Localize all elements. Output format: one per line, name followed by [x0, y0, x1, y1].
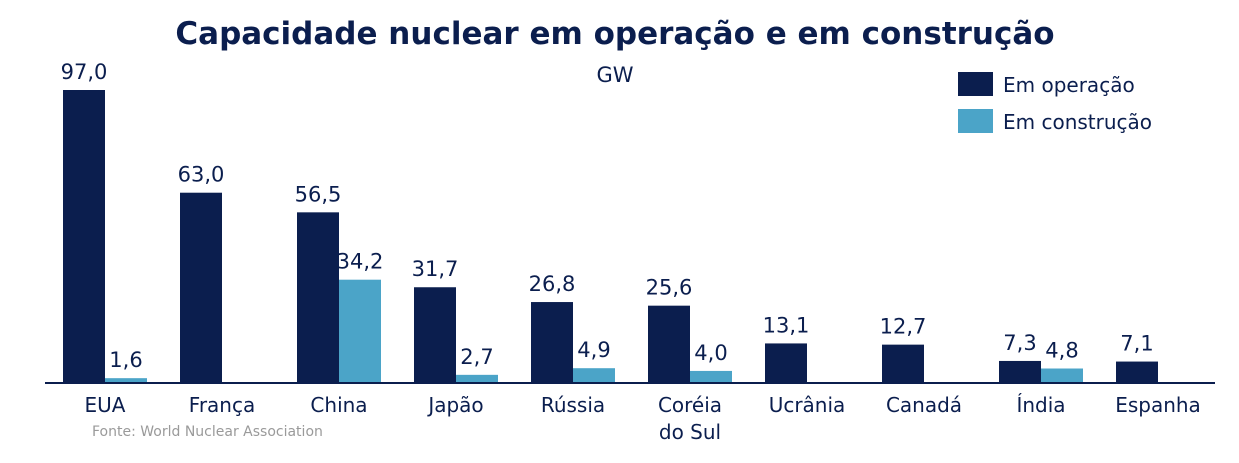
- category-label-ucrania: Ucrânia: [769, 393, 846, 417]
- category-label-eua: EUA: [85, 393, 126, 417]
- value-label-construction-china: 34,2: [337, 250, 384, 274]
- bar-operating-japao: [414, 287, 456, 383]
- value-label-construction-coreia-do-sul: 4,0: [694, 341, 727, 365]
- bar-operating-china: [297, 212, 339, 383]
- legend-label-construction: Em construção: [1003, 110, 1152, 134]
- bar-operating-ucrania: [765, 343, 807, 383]
- value-label-operating-japao: 31,7: [412, 257, 459, 281]
- value-labels-group: 97,0 1,6 63,0 56,5 34,2 31,7 2,7 26,8 4,9 25,6 4,0…: [61, 60, 1154, 372]
- category-label-coreia-do-sul-line1: Coréia: [658, 393, 722, 417]
- category-label-india: Índia: [1016, 393, 1065, 417]
- bar-construction-china: [339, 279, 381, 383]
- bar-operating-india: [999, 360, 1041, 383]
- bar-construction-japao: [456, 374, 498, 383]
- bar-construction-eua: [105, 378, 147, 383]
- legend-swatch-construction: [958, 109, 993, 133]
- value-label-operating-coreia-do-sul: 25,6: [646, 276, 693, 300]
- source-note: Fonte: World Nuclear Association: [92, 424, 323, 440]
- bar-operating-russia: [531, 302, 573, 383]
- chart-title: Capacidade nuclear em operação e em cons…: [175, 16, 1054, 52]
- value-label-operating-china: 56,5: [295, 182, 342, 206]
- value-label-construction-eua: 1,6: [109, 348, 142, 372]
- bar-operating-espanha: [1116, 361, 1158, 383]
- chart-subtitle: GW: [596, 63, 633, 87]
- category-label-russia: Rússia: [541, 393, 605, 417]
- value-label-operating-franca: 63,0: [178, 163, 225, 187]
- value-label-operating-ucrania: 13,1: [763, 313, 810, 337]
- category-labels-group: EUA França China Japão Rússia Coréia do Sul Ucr…: [85, 393, 1201, 444]
- bar-construction-india: [1041, 368, 1083, 383]
- bar-operating-franca: [180, 192, 222, 383]
- value-label-operating-russia: 26,8: [529, 272, 576, 296]
- value-label-operating-canada: 12,7: [880, 315, 927, 339]
- category-label-canada: Canadá: [886, 393, 962, 417]
- category-label-coreia-do-sul-line2: do Sul: [659, 420, 721, 444]
- bars-group: [63, 90, 1158, 383]
- legend: Em operação Em construção: [958, 72, 1152, 134]
- value-label-operating-espanha: 7,1: [1120, 332, 1153, 356]
- category-label-espanha: Espanha: [1115, 393, 1201, 417]
- value-label-construction-japao: 2,7: [460, 345, 493, 369]
- value-label-construction-russia: 4,9: [577, 338, 610, 362]
- bar-operating-eua: [63, 90, 105, 383]
- bar-operating-canada: [882, 344, 924, 383]
- value-label-construction-india: 4,8: [1045, 339, 1078, 363]
- bar-construction-coreia-do-sul: [690, 370, 732, 383]
- category-label-japao: Japão: [426, 393, 483, 417]
- legend-swatch-operating: [958, 72, 993, 96]
- bar-operating-coreia-do-sul: [648, 305, 690, 383]
- value-label-operating-eua: 97,0: [61, 60, 108, 84]
- legend-label-operating: Em operação: [1003, 73, 1135, 97]
- category-label-franca: França: [189, 393, 255, 417]
- bar-construction-russia: [573, 368, 615, 383]
- category-label-china: China: [310, 393, 367, 417]
- value-label-operating-india: 7,3: [1003, 331, 1036, 355]
